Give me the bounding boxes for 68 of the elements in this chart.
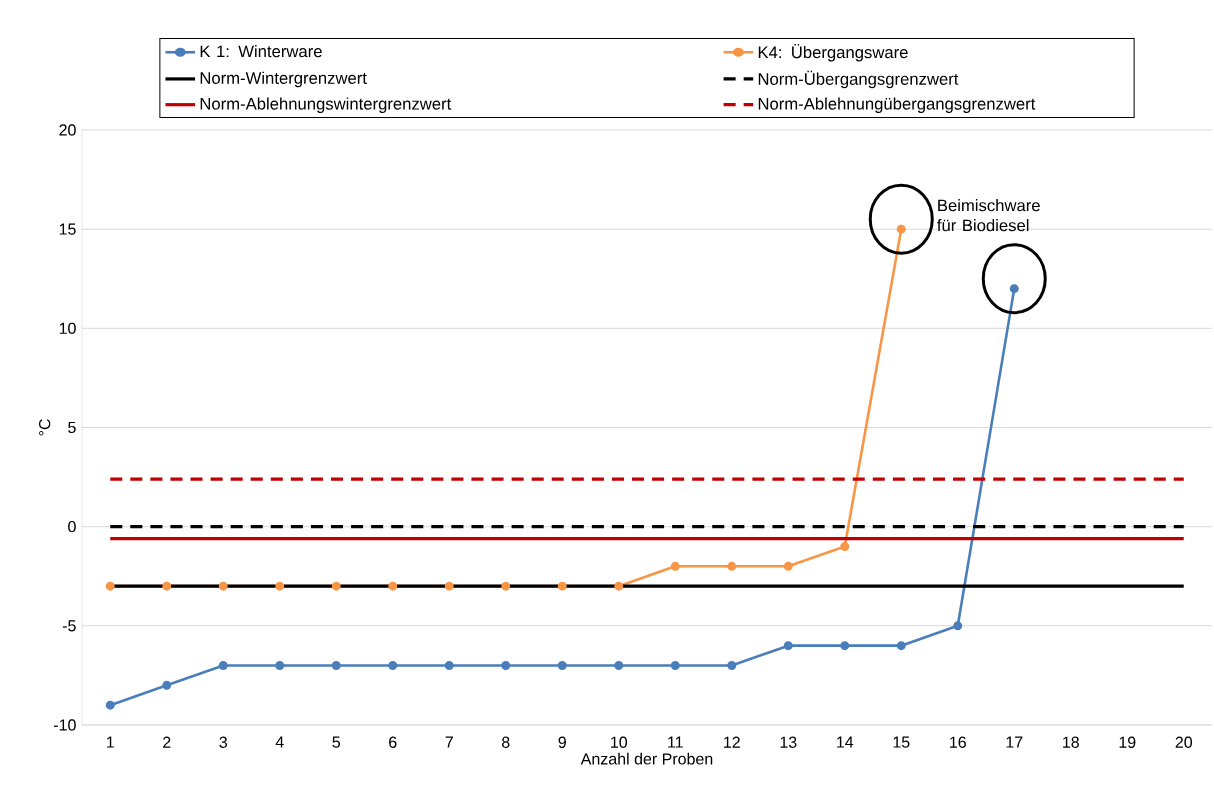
point bbox=[218, 581, 228, 591]
point bbox=[727, 660, 737, 670]
x-tick-label: 3 bbox=[219, 736, 227, 748]
x-tick-label: 16 bbox=[950, 736, 966, 748]
point bbox=[501, 660, 511, 670]
point bbox=[444, 581, 454, 591]
x-tick-label: 4 bbox=[275, 736, 284, 748]
y-tick-label: -10 bbox=[53, 719, 76, 731]
x-tick-label: 9 bbox=[558, 736, 566, 748]
y-tick-label: 10 bbox=[59, 322, 76, 334]
x-tick-label: 5 bbox=[332, 736, 341, 748]
point bbox=[840, 541, 850, 551]
point bbox=[783, 641, 793, 651]
point bbox=[670, 561, 680, 571]
legend-label: K4: Übergangsware bbox=[758, 44, 908, 62]
legend-label: Norm-Ablehnungswintergrenzwert bbox=[200, 97, 452, 113]
x-tick-label: 20 bbox=[1175, 736, 1193, 748]
point bbox=[783, 561, 793, 571]
point bbox=[501, 581, 511, 591]
x-tick-label: 18 bbox=[1063, 736, 1079, 748]
point bbox=[331, 660, 341, 670]
point bbox=[218, 660, 228, 670]
point bbox=[331, 581, 341, 591]
point bbox=[275, 581, 285, 591]
x-tick-label: 11 bbox=[668, 736, 683, 748]
point bbox=[1009, 284, 1019, 294]
y-tick-label: 20 bbox=[59, 124, 76, 136]
point bbox=[162, 581, 172, 591]
point bbox=[670, 660, 680, 670]
point bbox=[105, 581, 115, 591]
annotation: Beimischware für Biodiesel bbox=[937, 199, 1040, 232]
point bbox=[896, 641, 906, 651]
point bbox=[388, 660, 398, 670]
x-tick-label: 19 bbox=[1119, 736, 1136, 748]
legend-label: Norm-Ablehnungübergangsgrenzwert bbox=[758, 97, 1036, 113]
x-tick-label: 2 bbox=[163, 736, 171, 748]
point bbox=[275, 660, 285, 670]
y-tick-label: -5 bbox=[62, 620, 76, 632]
legend-label: K 1: Winterware bbox=[200, 45, 322, 58]
point bbox=[896, 224, 906, 234]
y-tick-label: 5 bbox=[68, 421, 76, 434]
legend-label: Norm-Wintergrenzwert bbox=[200, 71, 367, 88]
x-tick-label: 14 bbox=[837, 736, 854, 748]
x-tick-label: 12 bbox=[724, 736, 740, 748]
legend-label: Norm-Übergangsgrenzwert bbox=[758, 70, 959, 89]
point bbox=[614, 581, 624, 591]
y-tick-label: 15 bbox=[59, 223, 76, 235]
point bbox=[557, 660, 567, 670]
point bbox=[614, 660, 624, 670]
point bbox=[953, 621, 963, 631]
x-tick-label: 10 bbox=[611, 736, 628, 748]
point bbox=[444, 660, 454, 670]
x-tick-label: 1 bbox=[107, 736, 114, 748]
x-tick-label: 17 bbox=[1006, 736, 1023, 748]
x-axis-title: Anzahl der Proben bbox=[580, 752, 713, 765]
x-tick-label: 6 bbox=[389, 736, 397, 748]
point bbox=[557, 581, 567, 591]
y-axis-title: °C bbox=[39, 419, 51, 436]
x-tick-label: 13 bbox=[780, 736, 797, 748]
point bbox=[105, 700, 115, 710]
y-tick-label: 0 bbox=[68, 520, 76, 533]
x-tick-label: 7 bbox=[445, 736, 453, 748]
x-tick-label: 15 bbox=[893, 736, 910, 748]
x-tick-label: 8 bbox=[502, 736, 510, 748]
point bbox=[840, 641, 850, 651]
point bbox=[388, 581, 398, 591]
point bbox=[162, 680, 172, 690]
point bbox=[727, 561, 737, 571]
